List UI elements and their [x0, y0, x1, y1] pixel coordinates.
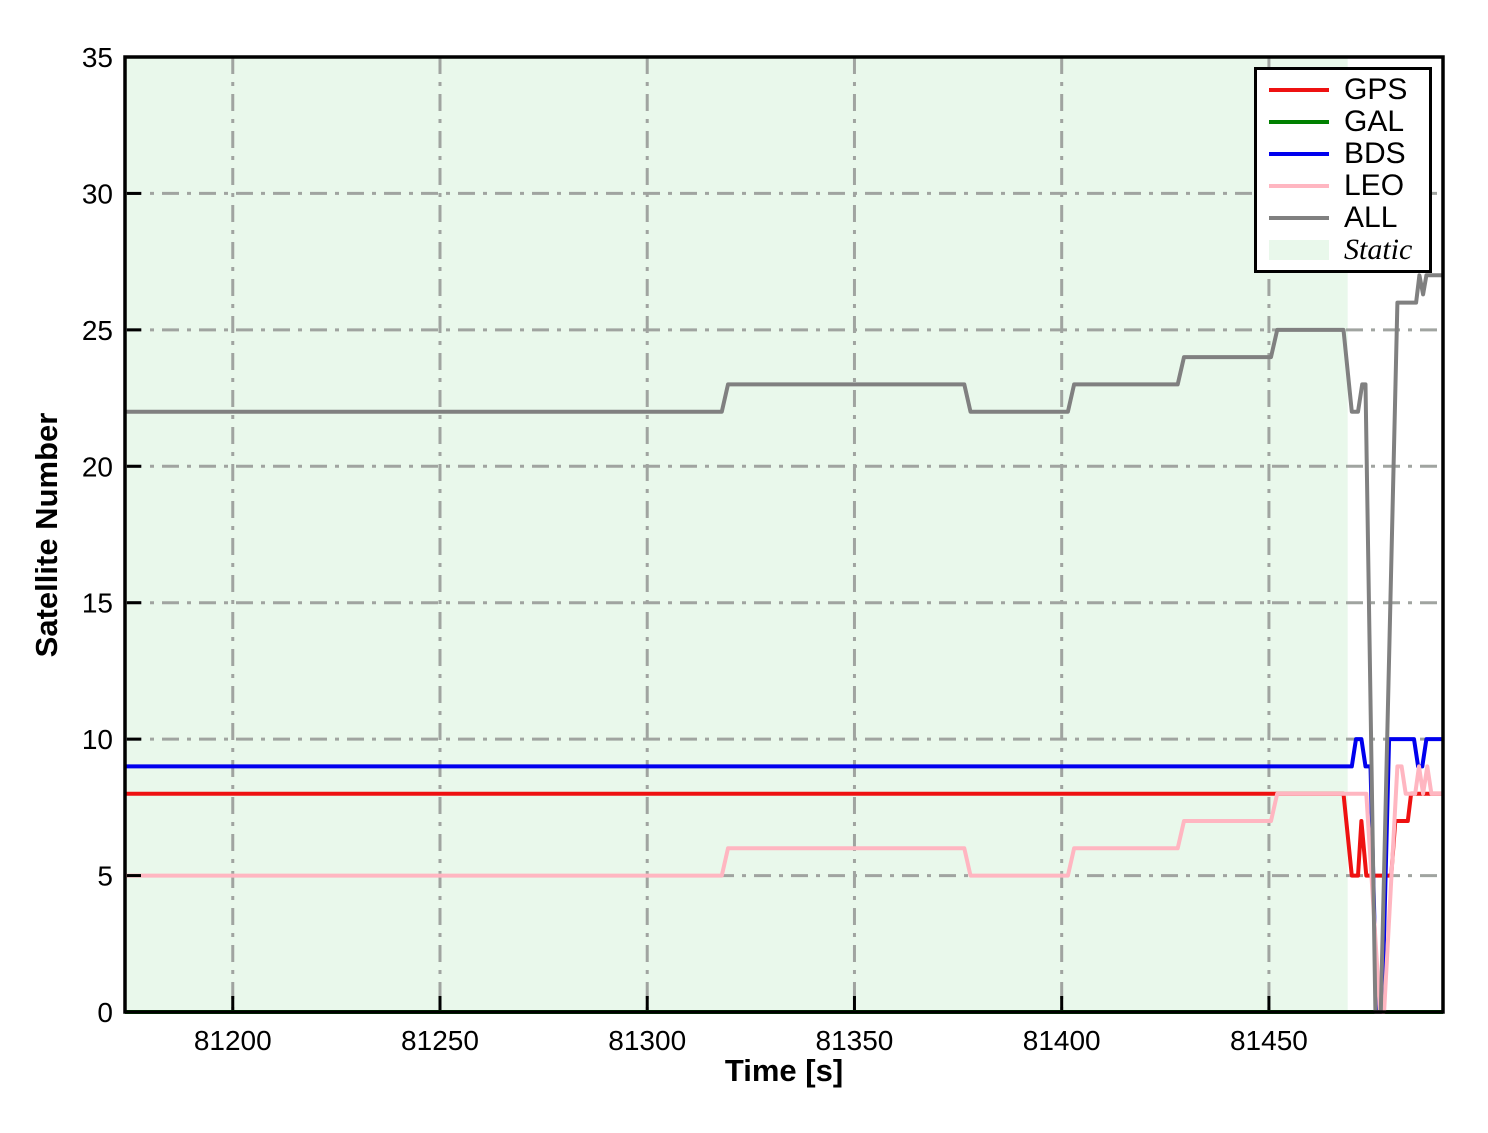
y-tick-label: 25: [82, 315, 113, 346]
legend-label-leo: LEO: [1344, 169, 1405, 202]
legend-label-static: Static: [1344, 233, 1413, 266]
legend-item-static: Static: [1269, 235, 1425, 265]
legend-item-leo: LEO: [1269, 171, 1425, 201]
y-tick-label: 5: [97, 861, 113, 892]
legend-item-all: ALL: [1269, 203, 1425, 233]
leo-line-swatch: [1269, 184, 1329, 188]
y-axis-label: Satellite Number: [29, 412, 64, 658]
legend-label-gps: GPS: [1344, 73, 1408, 106]
all-line-swatch: [1269, 216, 1329, 220]
x-tick-label: 81350: [816, 1025, 894, 1056]
legend-label-all: ALL: [1344, 201, 1398, 234]
legend: GPS GAL BDS LEO ALL Static: [1254, 67, 1432, 273]
y-tick-label: 35: [82, 42, 113, 73]
legend-item-bds: BDS: [1269, 139, 1425, 169]
legend-label-bds: BDS: [1344, 137, 1406, 170]
series-line-leo: [125, 764, 1443, 1014]
y-tick-label: 30: [82, 178, 113, 209]
x-tick-label: 81200: [194, 1025, 272, 1056]
x-axis-label: Time [s]: [724, 1053, 844, 1088]
x-tick-label: 81450: [1230, 1025, 1308, 1056]
series-line-gps: [125, 791, 1443, 878]
x-tick-label: 81400: [1023, 1025, 1101, 1056]
series-line-all: [125, 273, 1443, 1014]
y-tick-label: 10: [82, 724, 113, 755]
gps-line-swatch: [1269, 88, 1329, 92]
legend-item-gps: GPS: [1269, 75, 1425, 105]
y-tick-label: 15: [82, 588, 113, 619]
gal-line-swatch: [1269, 120, 1329, 124]
static-region-swatch: [1269, 240, 1329, 260]
plot-border: [123, 55, 1445, 1014]
y-tick-label: 0: [97, 997, 113, 1028]
legend-label-gal: GAL: [1344, 105, 1405, 138]
legend-item-gal: GAL: [1269, 107, 1425, 137]
y-tick-label: 20: [82, 451, 113, 482]
static-region: [125, 57, 1348, 1012]
x-tick-label: 81300: [608, 1025, 686, 1056]
bds-line-swatch: [1269, 152, 1329, 156]
x-tick-label: 81250: [401, 1025, 479, 1056]
